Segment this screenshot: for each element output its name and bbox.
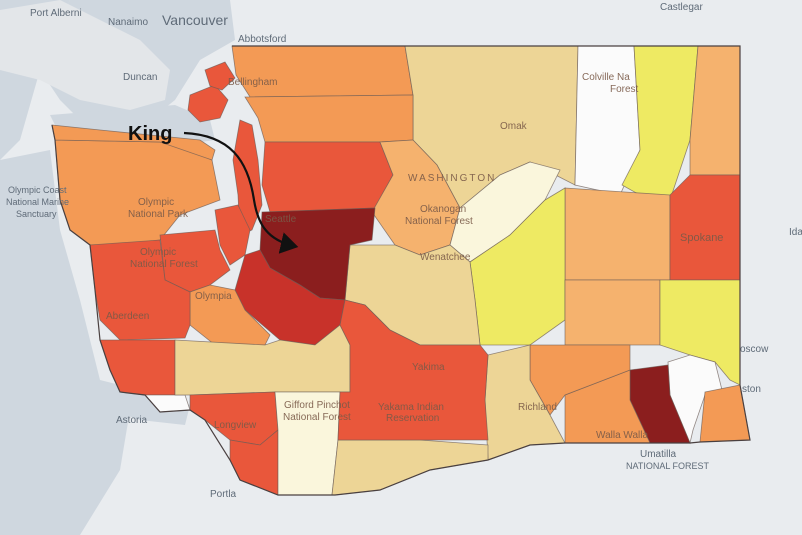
label-olympic-coast-2: National Marine — [6, 197, 69, 207]
county-lincoln[interactable] — [564, 187, 671, 281]
annotation-arrow — [183, 131, 299, 254]
label-colville-1: Colville Na — [582, 72, 630, 83]
county-clallam[interactable] — [51, 124, 216, 161]
label-olympic-coast-3: Sanctuary — [16, 209, 57, 219]
label-olympic-nf-2: National Forest — [130, 259, 198, 270]
label-moscow: oscow — [740, 344, 769, 355]
label-yakama-2: Reservation — [386, 413, 439, 424]
label-omak: Omak — [500, 121, 528, 132]
county-thurston[interactable] — [189, 284, 271, 346]
county-spokane[interactable] — [669, 174, 741, 281]
county-whatcom[interactable] — [231, 45, 414, 98]
label-okanogan-1: Okanogan — [420, 204, 466, 215]
label-duncan: Duncan — [123, 72, 157, 83]
county-adams[interactable] — [564, 279, 661, 346]
county-grays-harbor[interactable] — [89, 239, 191, 341]
label-castlegar: Castlegar — [660, 2, 703, 13]
basemap-labels: Port Alberni Nanaimo Vancouver Castlegar… — [6, 2, 802, 500]
pacific-ocean — [0, 0, 130, 535]
label-yakama-1: Yakama Indian — [378, 402, 444, 413]
label-yakima: Yakima — [412, 362, 445, 373]
label-lewiston: ston — [742, 384, 761, 395]
label-bellingham: Bellingham — [228, 77, 277, 88]
label-okanogan-2: National Forest — [405, 216, 473, 227]
label-seattle: Seattle — [265, 214, 297, 225]
annotation-label-king: King — [128, 123, 172, 145]
county-skagit[interactable] — [244, 94, 414, 143]
label-colville-2: Forest — [610, 84, 639, 95]
label-olympic-nf-1: Olympic — [140, 247, 176, 258]
vancouver-island — [0, 0, 170, 110]
label-umatilla-1: Umatilla — [640, 449, 677, 460]
label-gifford-2: National Forest — [283, 412, 351, 423]
label-ida: Ida — [789, 227, 802, 238]
county-snohomish[interactable] — [261, 141, 394, 213]
county-san-juan-2[interactable] — [204, 61, 236, 91]
label-wenatchee: Wenatchee — [420, 252, 471, 263]
overlay-labels: WASHINGTON Colville Na Forest Okanogan N… — [106, 72, 723, 441]
label-abbotsford: Abbotsford — [238, 34, 286, 45]
county-yakima[interactable] — [337, 299, 489, 441]
state-border — [51, 45, 751, 496]
label-vancouver: Vancouver — [162, 12, 228, 28]
label-umatilla-2: NATIONAL FOREST — [626, 461, 710, 471]
label-aberdeen: Aberdeen — [106, 311, 149, 322]
label-spokane: Spokane — [680, 232, 723, 244]
label-washington: WASHINGTON — [408, 173, 496, 184]
label-olympic-np-1: Olympic — [138, 197, 174, 208]
label-walla-walla: Walla Walla — [596, 430, 648, 441]
county-layer — [51, 45, 751, 496]
label-astoria: Astoria — [116, 415, 148, 426]
label-richland: Richland — [518, 402, 557, 413]
label-port-alberni: Port Alberni — [30, 8, 82, 19]
label-longview: Longview — [214, 420, 257, 431]
label-olympia: Olympia — [195, 291, 232, 302]
label-gifford-1: Gifford Pinchot — [284, 400, 350, 411]
label-olympic-np-2: National Park — [128, 209, 189, 220]
label-olympic-coast-1: Olympic Coast — [8, 185, 67, 195]
label-portland: Portla — [210, 489, 237, 500]
county-pend-oreille[interactable] — [689, 45, 741, 176]
label-nanaimo: Nanaimo — [108, 17, 148, 28]
